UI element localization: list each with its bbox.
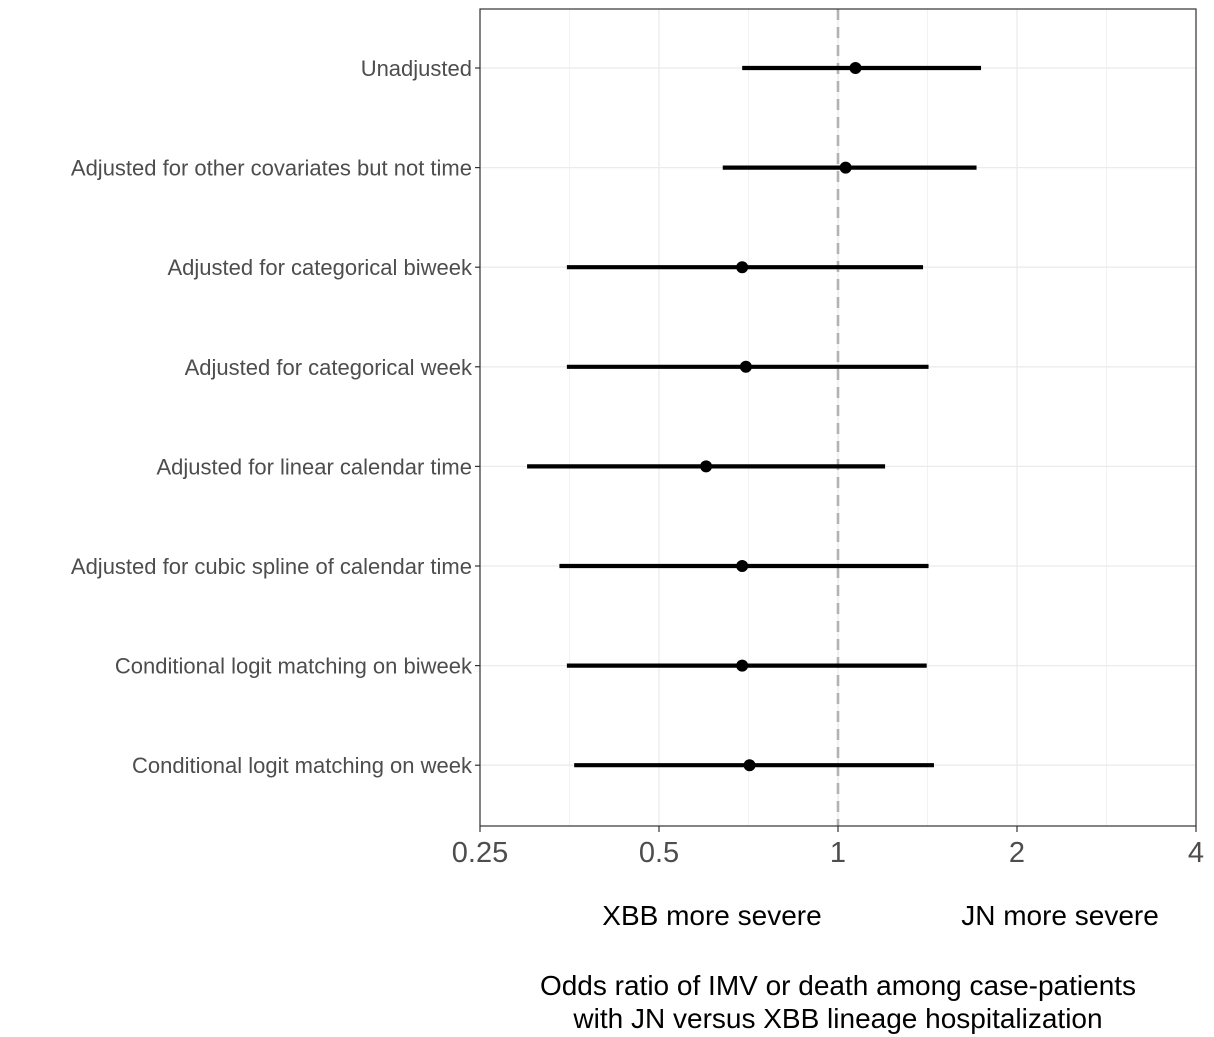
- row-label: Adjusted for other covariates but not ti…: [71, 156, 472, 181]
- row-label: Adjusted for categorical week: [185, 355, 473, 380]
- direction-label-left: XBB more severe: [602, 900, 821, 931]
- confidence-intervals: [527, 65, 982, 768]
- row-label: Adjusted for linear calendar time: [157, 454, 473, 479]
- x-axis-title-line-2: with JN versus XBB lineage hospitalizati…: [572, 1003, 1102, 1034]
- point-estimate: [700, 460, 713, 473]
- row-labels: Unadjusted Adjusted for other covariates …: [71, 56, 480, 778]
- point-estimate: [736, 261, 749, 274]
- x-tick-label: 1: [830, 837, 846, 869]
- point-estimate: [739, 360, 752, 373]
- x-tick-label: 2: [1009, 837, 1025, 869]
- x-axis-ticks: 0.25 0.5 1 2 4: [452, 826, 1204, 869]
- row-label: Conditional logit matching on biweek: [115, 654, 473, 679]
- point-estimate: [839, 161, 852, 174]
- point-estimate: [736, 560, 749, 572]
- direction-label-right: JN more severe: [961, 900, 1159, 931]
- point-estimate: [736, 659, 749, 672]
- row-label: Unadjusted: [361, 56, 472, 81]
- row-label: Conditional logit matching on week: [132, 753, 473, 778]
- row-label: Adjusted for categorical biweek: [168, 255, 473, 280]
- x-axis-title-line-1: Odds ratio of IMV or death among case-pa…: [540, 970, 1136, 1001]
- row-label: Adjusted for cubic spline of calendar ti…: [71, 554, 472, 579]
- x-tick-label: 0.5: [639, 837, 679, 869]
- point-estimates: [700, 62, 862, 772]
- point-estimate: [743, 759, 756, 772]
- x-tick-label: 0.25: [452, 837, 508, 869]
- x-tick-label: 4: [1188, 837, 1204, 869]
- point-estimate: [849, 62, 862, 74]
